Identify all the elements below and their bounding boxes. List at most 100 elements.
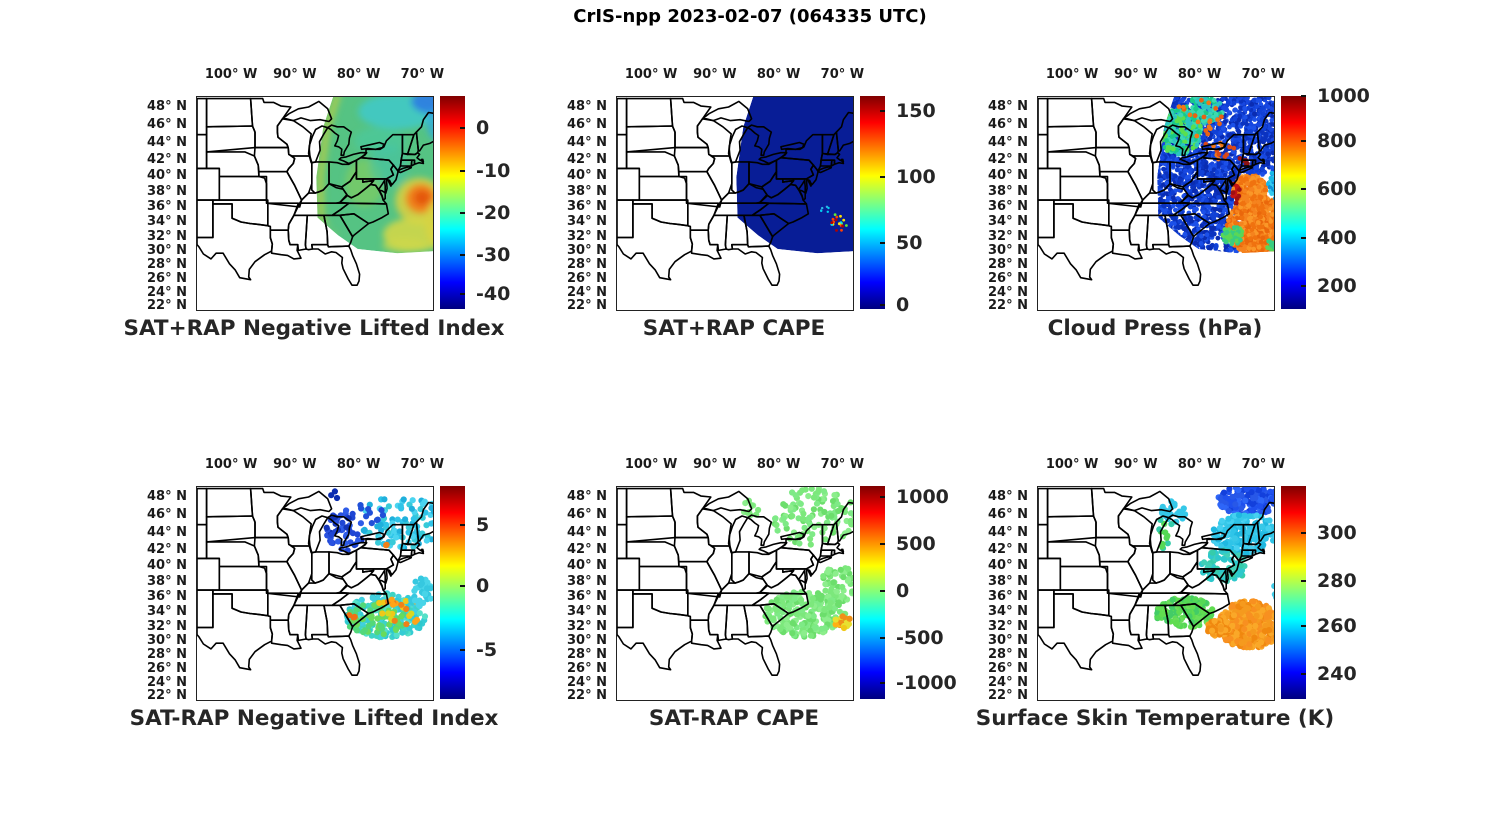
colorbar	[860, 486, 885, 699]
lat-tick-label: 46° N	[147, 117, 187, 133]
data-dot	[1220, 126, 1226, 132]
data-dot	[832, 570, 839, 577]
data-dot	[827, 206, 830, 210]
data-dot	[830, 579, 837, 586]
data-dot	[845, 224, 848, 227]
data-dot	[353, 627, 360, 634]
data-dot	[1215, 253, 1221, 254]
data-dot	[1242, 106, 1248, 111]
lat-tick-label: 26° N	[567, 271, 607, 287]
data-dot	[1199, 233, 1204, 239]
data-dot	[1157, 174, 1159, 180]
data-dot	[1266, 97, 1272, 101]
data-dot	[1164, 115, 1170, 120]
lon-tick-label: 70° W	[400, 67, 445, 82]
colorbar-tick-label: 0	[476, 116, 490, 139]
data-dot	[1199, 253, 1205, 254]
data-dot	[1191, 188, 1197, 194]
data-dot	[1159, 130, 1164, 136]
data-dot	[1165, 100, 1171, 106]
data-dot	[839, 214, 842, 218]
colorbar-tick	[460, 293, 465, 296]
data-dot	[1239, 215, 1245, 220]
lon-tick-label: 80° W	[1177, 67, 1222, 82]
data-dot	[1255, 487, 1263, 494]
data-dot	[412, 618, 419, 625]
data-dot	[1210, 526, 1217, 533]
data-dot	[1212, 163, 1217, 169]
data-dot	[1202, 256, 1207, 261]
data-dot	[343, 507, 350, 514]
data-dot	[1157, 233, 1163, 239]
colorbar-tick	[880, 543, 885, 546]
data-dot	[357, 502, 364, 509]
data-dot	[1157, 97, 1162, 101]
data-dot	[1157, 225, 1161, 231]
colorbar-tick	[460, 212, 465, 215]
data-dot	[1224, 147, 1229, 153]
data-dot	[1227, 124, 1232, 130]
data-dot	[1271, 158, 1274, 164]
data-dot	[1186, 253, 1192, 254]
lat-tick-label: 42° N	[567, 541, 607, 557]
lat-tick-label: 48° N	[147, 489, 187, 505]
data-dot	[1248, 169, 1254, 175]
data-dot	[1191, 227, 1197, 233]
data-dot	[1238, 142, 1244, 148]
lat-tick-label: 42° N	[988, 541, 1028, 557]
data-dot	[1256, 224, 1262, 230]
data-dot	[1222, 258, 1227, 263]
data-dot	[1201, 250, 1206, 254]
data-dot	[780, 501, 787, 508]
data-dot	[1260, 172, 1265, 177]
data-dot	[1269, 117, 1274, 123]
colorbar-tick	[460, 523, 465, 526]
data-dot	[1252, 111, 1257, 117]
data-dot	[810, 613, 817, 620]
data-dot	[1169, 255, 1174, 260]
lat-tick-label: 22° N	[988, 298, 1028, 314]
colorbar-tick-label: 0	[896, 293, 910, 316]
data-dot	[1161, 234, 1166, 239]
data-dot	[1213, 106, 1219, 111]
data-dot	[1235, 487, 1242, 494]
lat-tick-label: 36° N	[988, 199, 1028, 215]
data-dot	[360, 602, 367, 609]
data-dot	[1176, 104, 1182, 110]
lon-tick-label: 90° W	[1114, 67, 1158, 82]
data-dot	[1244, 181, 1250, 186]
data-dot	[782, 520, 789, 527]
data-dot	[1157, 207, 1160, 213]
data-dot	[1239, 211, 1244, 216]
data-dot	[1265, 159, 1271, 165]
data-dot	[1215, 235, 1221, 241]
basemap-svg	[617, 97, 853, 286]
data-layer	[736, 97, 853, 254]
data-dot	[1184, 258, 1189, 263]
data-dot	[1158, 128, 1164, 134]
data-dot	[1194, 98, 1200, 104]
data-dot	[840, 624, 848, 632]
lat-tick-label: 34° N	[567, 214, 607, 230]
data-dot	[1244, 198, 1250, 204]
data-dot	[1260, 130, 1266, 136]
data-dot	[1198, 241, 1204, 246]
data-dot	[1250, 222, 1256, 227]
data-dot	[1236, 129, 1242, 135]
lat-tick-label: 40° N	[567, 168, 607, 183]
data-dot	[1157, 130, 1161, 136]
data-dot	[810, 494, 818, 501]
data-dot	[1219, 257, 1224, 262]
lon-tick-label: 100° W	[1045, 457, 1099, 472]
data-dot	[805, 493, 812, 500]
data-dot	[1256, 503, 1263, 510]
data-dot	[1204, 252, 1210, 254]
data-dot	[838, 592, 845, 599]
data-dot	[1230, 257, 1235, 262]
data-dot	[1253, 165, 1259, 171]
colorbar-tick	[880, 110, 885, 113]
data-dot	[1176, 225, 1181, 231]
panel-sat-minus-rap-cape: 100° W 90° W 80° W 70° W 48° N 46° N 44° N 42° …	[567, 457, 957, 731]
data-dot	[1214, 170, 1220, 175]
data-blob	[369, 144, 409, 188]
